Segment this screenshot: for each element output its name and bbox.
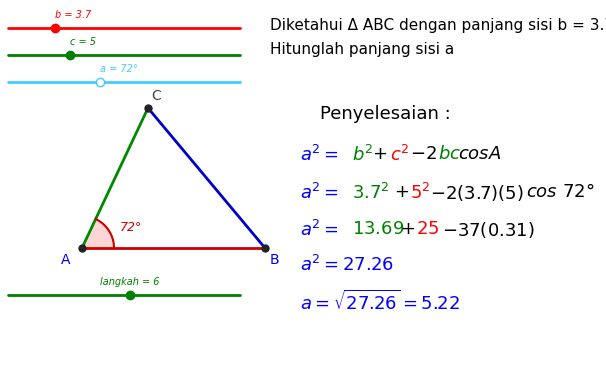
- Text: A: A: [61, 253, 70, 267]
- Text: b = 3.7: b = 3.7: [55, 10, 92, 20]
- Text: $+$: $+$: [400, 220, 415, 238]
- Text: $- 37(0.31)$: $- 37(0.31)$: [442, 220, 534, 240]
- Text: $a^2 = $: $a^2 = $: [300, 220, 339, 240]
- Text: B: B: [270, 253, 279, 267]
- Text: $13.69$: $13.69$: [352, 220, 404, 238]
- Text: $+$: $+$: [372, 145, 387, 163]
- Text: $\mathit{cos}\ 72°$: $\mathit{cos}\ 72°$: [526, 183, 594, 201]
- Text: $c^2$: $c^2$: [390, 145, 410, 165]
- Polygon shape: [82, 219, 114, 248]
- Text: a = 72°: a = 72°: [100, 64, 138, 74]
- Text: $a = \sqrt{27.26} = 5.22$: $a = \sqrt{27.26} = 5.22$: [300, 290, 460, 314]
- Text: $3.7^2$: $3.7^2$: [352, 183, 390, 203]
- Text: C: C: [151, 89, 161, 103]
- Text: $+$: $+$: [394, 183, 409, 201]
- Text: 72°: 72°: [120, 221, 142, 234]
- Text: $- 2$: $- 2$: [410, 145, 437, 163]
- Text: Hitunglah panjang sisi a: Hitunglah panjang sisi a: [270, 42, 454, 57]
- Text: $5^2$: $5^2$: [410, 183, 430, 203]
- Text: langkah = 6: langkah = 6: [100, 277, 159, 287]
- Text: $bc$: $bc$: [438, 145, 461, 163]
- Text: $a^2 = $: $a^2 = $: [300, 183, 339, 203]
- Text: c = 5: c = 5: [70, 37, 96, 47]
- Text: $- 2(3.7)(5)$: $- 2(3.7)(5)$: [430, 183, 524, 203]
- Text: $b^2$: $b^2$: [352, 145, 373, 165]
- Text: Diketahui Δ ABC dengan panjang sisi b = 3.7 cm, sisi c = 5 cm, dan: Diketahui Δ ABC dengan panjang sisi b = …: [270, 18, 606, 33]
- Text: $25$: $25$: [416, 220, 439, 238]
- Text: Penyelesaian :: Penyelesaian :: [320, 105, 451, 123]
- Text: $a^2 = $: $a^2 = $: [300, 145, 339, 165]
- Text: $\mathit{cos} A$: $\mathit{cos} A$: [458, 145, 501, 163]
- Text: $a^2 = 27.26$: $a^2 = 27.26$: [300, 255, 394, 275]
